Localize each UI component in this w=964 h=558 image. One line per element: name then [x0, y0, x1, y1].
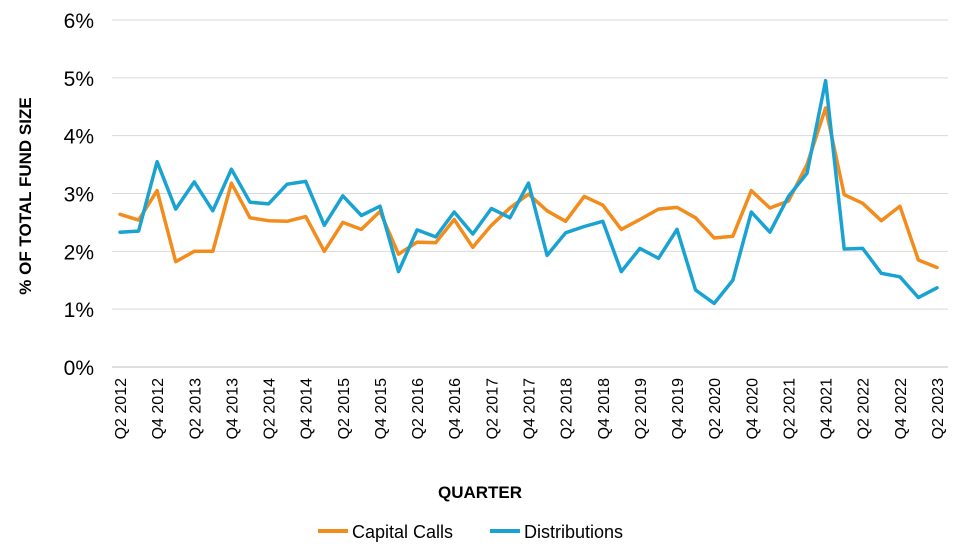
- y-tick-label: 1%: [64, 299, 94, 322]
- series-lines: [118, 78, 939, 306]
- x-tick-label: Q2 2013: [187, 378, 204, 439]
- legend-label: Capital Calls: [352, 522, 453, 542]
- y-tick-label: 0%: [64, 357, 94, 380]
- x-tick-label: Q4 2015: [373, 378, 390, 439]
- x-tick-label: Q2 2012: [113, 378, 130, 439]
- legend-label: Distributions: [524, 522, 623, 542]
- legend: Capital Calls Distributions: [318, 522, 623, 542]
- x-tick-label: Q2 2021: [781, 378, 798, 439]
- x-tick-label: Q2 2020: [707, 378, 724, 439]
- x-tick-label: Q4 2020: [744, 378, 761, 439]
- gridlines: [112, 19, 948, 368]
- x-tick-label: Q4 2016: [447, 378, 464, 439]
- x-tick-label: Q2 2018: [559, 378, 576, 439]
- x-tick-label: Q4 2013: [224, 378, 241, 439]
- series-line-distributions: [118, 78, 939, 306]
- x-tick-label: Q4 2012: [150, 378, 167, 439]
- x-tick-label: Q2 2019: [633, 378, 650, 439]
- x-tick-label: Q4 2014: [299, 378, 316, 439]
- x-tick-label: Q2 2014: [262, 378, 279, 439]
- x-tick-label: Q4 2019: [670, 378, 687, 439]
- x-tick-label: Q4 2018: [596, 378, 613, 439]
- x-tick-label: Q4 2021: [819, 378, 836, 439]
- y-tick-labels: 0% 1% 2% 3% 4% 5% 6%: [64, 10, 94, 380]
- x-tick-label: Q2 2015: [336, 378, 353, 439]
- x-tick-labels: Q2 2012 Q4 2012 Q2 2013 Q4 2013 Q2 2014 Q4 20…: [113, 378, 947, 439]
- y-tick-label: 3%: [64, 184, 94, 207]
- y-tick-label: 4%: [64, 126, 94, 149]
- y-tick-label: 2%: [64, 241, 94, 264]
- x-tick-label: Q2 2017: [484, 378, 501, 439]
- y-tick-label: 6%: [64, 10, 94, 33]
- series-line-capital-calls: [118, 106, 939, 270]
- x-tick-label: Q2 2023: [930, 378, 947, 439]
- x-tick-label: Q2 2016: [410, 378, 427, 439]
- x-tick-label: Q4 2017: [522, 378, 539, 439]
- y-tick-label: 5%: [64, 68, 94, 91]
- x-tick-label: Q4 2022: [893, 378, 910, 439]
- y-axis-title: % OF TOTAL FUND SIZE: [16, 97, 35, 294]
- x-axis-title: QUARTER: [438, 483, 522, 502]
- x-tick-label: Q2 2022: [856, 378, 873, 439]
